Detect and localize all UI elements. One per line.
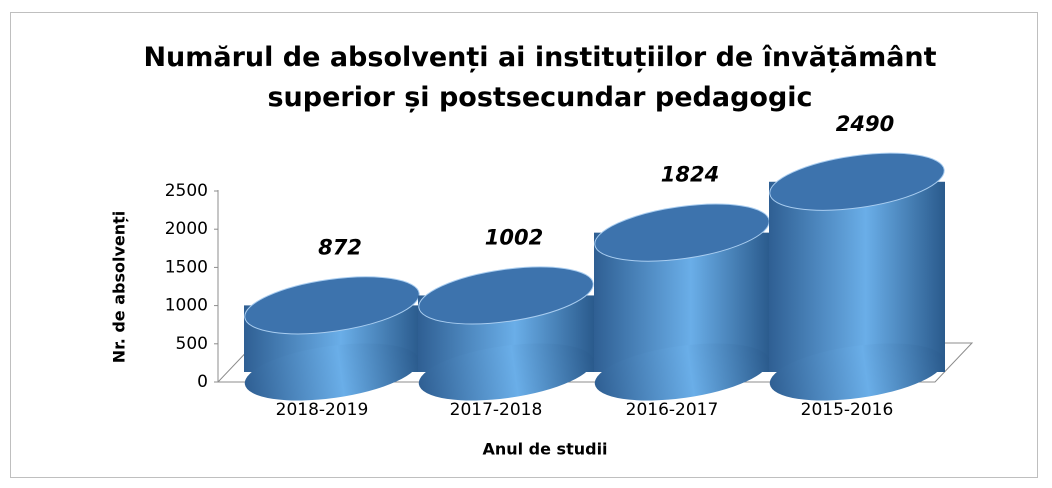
cylinder-bottom — [418, 343, 594, 401]
chart-frame — [10, 12, 1038, 478]
y-tick-label: 500 — [176, 334, 208, 354]
cylinder — [418, 266, 594, 401]
y-tick-label: 0 — [197, 372, 208, 392]
x-tick-label: 2015-2016 — [801, 400, 894, 420]
y-tick-label: 1000 — [165, 296, 208, 316]
x-tick-label: 2017-2018 — [450, 400, 543, 420]
value-label: 872 — [318, 235, 362, 259]
cylinder-bottom — [594, 343, 770, 401]
cylinder — [769, 152, 945, 401]
value-label: 2490 — [836, 112, 894, 136]
cylinder-bottom — [769, 343, 945, 401]
x-tick-label: 2018-2019 — [276, 400, 369, 420]
cylinder — [594, 203, 770, 401]
cylinder-top — [769, 152, 945, 211]
cylinder-bottom — [244, 343, 420, 401]
y-tick-label: 2500 — [165, 181, 208, 201]
y-axis-title: Nr. de absolvenți — [110, 211, 129, 364]
cylinder-top — [418, 266, 594, 325]
chart-title: Numărul de absolvenți ai instituțiilor d… — [143, 42, 937, 113]
x-tick-label: 2016-2017 — [626, 400, 719, 420]
cylinder-body — [769, 181, 945, 372]
value-label: 1824 — [661, 163, 719, 187]
y-tick-label: 2000 — [165, 219, 208, 239]
cylinder-top — [244, 276, 420, 335]
x-axis-title: Anul de studii — [482, 440, 607, 459]
value-label: 1002 — [485, 225, 543, 249]
y-tick-label: 1500 — [165, 257, 208, 277]
cylinder — [244, 276, 420, 401]
